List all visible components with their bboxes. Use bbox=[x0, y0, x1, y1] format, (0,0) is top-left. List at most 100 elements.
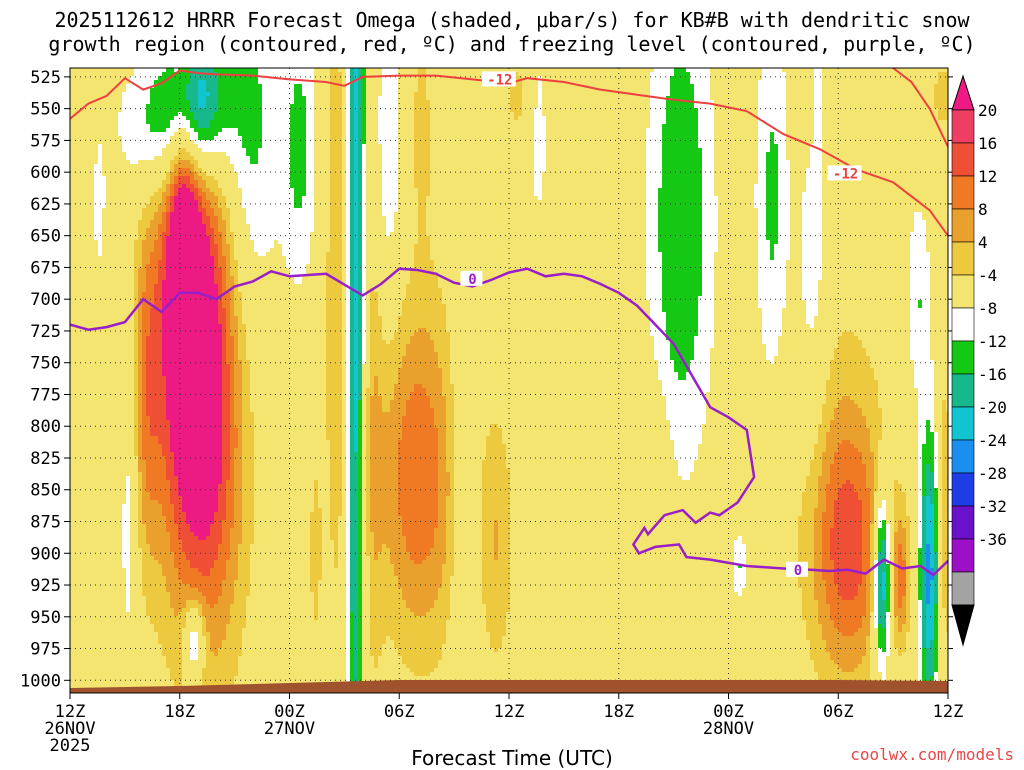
heatmap-cell-130-20 bbox=[802, 588, 814, 592]
heatmap-cell-126-29 bbox=[878, 572, 882, 576]
heatmap-cell-118-4 bbox=[170, 540, 182, 544]
heatmap-cell-104-19 bbox=[366, 484, 370, 488]
heatmap-cell-118-36 bbox=[882, 540, 886, 544]
heatmap-cell-47-20 bbox=[662, 256, 702, 260]
heatmap-cell-103-4 bbox=[146, 480, 170, 484]
heatmap-cell-116-8 bbox=[222, 532, 230, 536]
heatmap-cell-45-20 bbox=[414, 248, 430, 252]
heatmap-cell-79-15 bbox=[358, 384, 362, 388]
heatmap-cell-117-35 bbox=[870, 536, 874, 540]
heatmap-cell-130-15 bbox=[438, 588, 450, 592]
heatmap-cell-18-4 bbox=[314, 140, 330, 144]
heatmap-cell-124-15 bbox=[358, 564, 362, 568]
heatmap-cell-70-21 bbox=[670, 348, 694, 352]
heatmap-cell-134-20 bbox=[510, 604, 802, 608]
heatmap-cell-108-42 bbox=[942, 500, 948, 504]
heatmap-cell-16-16 bbox=[546, 132, 646, 136]
heatmap-cell-90-5 bbox=[170, 428, 222, 432]
heatmap-cell-136-12 bbox=[354, 612, 358, 616]
heatmap-cell-50-15 bbox=[354, 268, 358, 272]
heatmap-cell-135-25 bbox=[870, 608, 874, 612]
heatmap-cell-86-17 bbox=[366, 412, 370, 416]
heatmap-cell-88-8 bbox=[234, 420, 242, 424]
heatmap-cell-138-29 bbox=[938, 620, 946, 624]
heatmap-cell-19-1 bbox=[102, 144, 122, 148]
heatmap-cell-58-17 bbox=[370, 300, 378, 304]
heatmap-cell-18-20 bbox=[822, 140, 948, 144]
heatmap-cell-72-19 bbox=[438, 356, 450, 360]
heatmap-cell-103-40 bbox=[942, 480, 948, 484]
heatmap-cell-77-6 bbox=[222, 376, 230, 380]
heatmap-cell-108-7 bbox=[218, 500, 226, 504]
heatmap-cell-98-22 bbox=[506, 460, 678, 464]
heatmap-cell-82-24 bbox=[454, 396, 666, 400]
heatmap-cell-96-24 bbox=[698, 452, 814, 456]
heatmap-cell-87-0 bbox=[70, 416, 134, 420]
heatmap-cell-79-9 bbox=[242, 384, 250, 388]
heatmap-cell-29-0 bbox=[70, 184, 94, 188]
heatmap-cell-47-17 bbox=[366, 256, 414, 260]
heatmap-cell-120-41 bbox=[898, 548, 902, 552]
heatmap-cell-20-17 bbox=[546, 148, 646, 152]
heatmap-cell-104-38 bbox=[926, 484, 934, 488]
heatmap-cell-137-24 bbox=[894, 616, 898, 620]
heatmap-cell-20-15 bbox=[414, 148, 430, 152]
colorbar-label-3: 8 bbox=[978, 200, 988, 219]
heatmap-cell-48-16 bbox=[358, 260, 362, 264]
heatmap-cell-67-15 bbox=[358, 336, 362, 340]
heatmap-cell-75-25 bbox=[934, 368, 948, 372]
heatmap-cell-124-43 bbox=[938, 564, 942, 568]
heatmap-cell-56-9 bbox=[234, 292, 242, 296]
heatmap-cell-123-12 bbox=[334, 560, 338, 564]
heatmap-cell-130-13 bbox=[370, 588, 402, 592]
heatmap-cell-104-9 bbox=[234, 484, 242, 488]
heatmap-cell-139-29 bbox=[934, 624, 938, 628]
heatmap-cell-21-12 bbox=[358, 152, 362, 156]
heatmap-cell-120-1 bbox=[130, 548, 142, 552]
heatmap-cell-47-19 bbox=[430, 256, 646, 260]
heatmap-cell-122-46 bbox=[926, 556, 930, 560]
heatmap-cell-39-0 bbox=[70, 224, 94, 228]
heatmap-cell-128-21 bbox=[814, 580, 826, 584]
heatmap-cell-134-0 bbox=[70, 604, 126, 608]
heatmap-cell-136-15 bbox=[370, 612, 414, 616]
heatmap-cell-132-24 bbox=[866, 596, 870, 600]
heatmap-cell-143-8 bbox=[350, 640, 354, 644]
heatmap-cell-125-8 bbox=[238, 568, 250, 572]
heatmap-cell-50-16 bbox=[358, 268, 362, 272]
heatmap-cell-119-34 bbox=[862, 544, 870, 548]
heatmap-cell-64-22 bbox=[714, 324, 762, 328]
heatmap-cell-138-8 bbox=[354, 620, 358, 624]
heatmap-cell-22-12 bbox=[358, 156, 362, 160]
heatmap-cell-129-15 bbox=[442, 584, 450, 588]
heatmap-cell-32-16 bbox=[350, 196, 354, 200]
heatmap-cell-111-13 bbox=[322, 512, 330, 516]
heatmap-cell-113-28 bbox=[510, 520, 798, 524]
heatmap-cell-94-8 bbox=[238, 444, 242, 448]
heatmap-cell-64-19 bbox=[398, 324, 446, 328]
heatmap-cell-137-30 bbox=[934, 616, 938, 620]
heatmap-cell-140-19 bbox=[870, 628, 878, 632]
heatmap-cell-138-27 bbox=[926, 620, 934, 624]
heatmap-cell-139-18 bbox=[862, 624, 870, 628]
heatmap-cell-113-25 bbox=[482, 520, 494, 524]
heatmap-cell-145-15 bbox=[442, 648, 494, 652]
heatmap-cell-122-33 bbox=[830, 556, 862, 560]
heatmap-cell-139-12 bbox=[446, 624, 486, 628]
heatmap-cell-121-38 bbox=[890, 552, 894, 556]
heatmap-cell-130-4 bbox=[198, 588, 222, 592]
heatmap-cell-31-3 bbox=[162, 192, 170, 196]
heatmap-cell-149-21 bbox=[938, 664, 948, 668]
heatmap-cell-28-5 bbox=[178, 180, 190, 184]
heatmap-cell-103-33 bbox=[874, 480, 878, 484]
heatmap-cell-100-3 bbox=[166, 468, 174, 472]
heatmap-cell-115-16 bbox=[350, 528, 358, 532]
colorbar-segment-1 bbox=[951, 142, 975, 177]
heatmap-cell-37-18 bbox=[366, 216, 386, 220]
heatmap-cell-27-4 bbox=[174, 176, 178, 180]
heatmap-cell-83-27 bbox=[838, 400, 854, 404]
heatmap-cell-62-18 bbox=[382, 316, 398, 320]
heatmap-cell-66-4 bbox=[150, 332, 162, 336]
heatmap-cell-11-5 bbox=[290, 112, 306, 116]
heatmap-cell-110-4 bbox=[162, 508, 174, 512]
